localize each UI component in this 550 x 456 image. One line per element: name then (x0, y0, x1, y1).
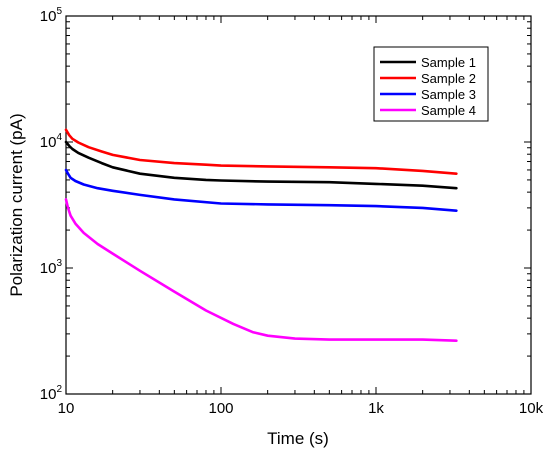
x-tick-label: 100 (208, 400, 233, 417)
series-line-sample-3 (64, 168, 458, 212)
y-tick-exponent: 5 (56, 6, 62, 17)
series-group (64, 128, 458, 343)
y-tick-label: 103 (40, 258, 63, 277)
legend-label: Sample 1 (421, 55, 476, 70)
legend-label: Sample 3 (421, 87, 476, 102)
y-tick-base: 10 (40, 8, 57, 25)
y-tick-exponent: 4 (56, 132, 62, 143)
series-line-sample-1 (64, 140, 458, 190)
legend-label: Sample 2 (421, 71, 476, 86)
legend-label: Sample 4 (421, 103, 476, 118)
y-tick-label: 104 (40, 132, 63, 151)
series-line-sample-4 (64, 198, 458, 343)
y-tick-base: 10 (40, 386, 57, 403)
y-axis-title: Polarization current (pA) (7, 113, 26, 296)
legend-box (373, 46, 489, 122)
x-tick-label: 10k (519, 400, 544, 417)
y-tick-label: 102 (40, 384, 63, 403)
y-tick-exponent: 2 (56, 384, 62, 395)
x-tick-label: 1k (368, 400, 384, 417)
series-line-sample-2 (64, 128, 458, 175)
x-axis-title: Time (s) (267, 429, 329, 448)
y-tick-label: 105 (40, 6, 63, 25)
y-tick-base: 10 (40, 260, 57, 277)
y-tick-base: 10 (40, 134, 57, 151)
x-tick-label: 10 (58, 400, 75, 417)
y-tick-exponent: 3 (56, 258, 62, 269)
